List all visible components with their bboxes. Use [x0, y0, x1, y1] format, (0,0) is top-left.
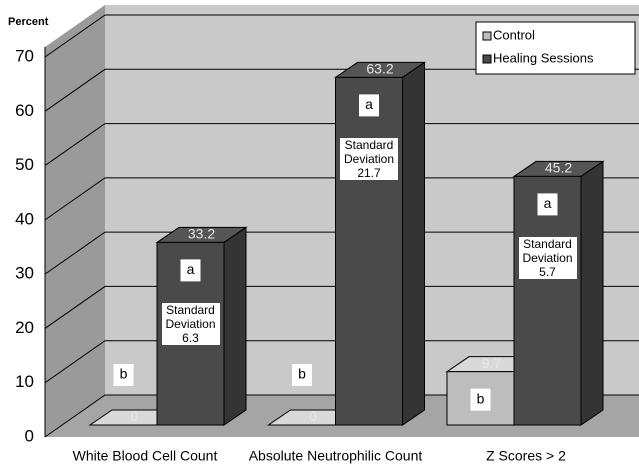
legend-label: Healing Sessions	[493, 50, 594, 65]
legend-swatch	[482, 31, 492, 41]
sd-label: Standard Deviation	[522, 237, 573, 266]
sd-box: Standard Deviation 5.7	[518, 237, 577, 280]
significance-letter: a	[187, 261, 195, 277]
y-tick-label: 40	[15, 209, 34, 228]
side-wall	[45, 5, 105, 437]
sd-label: Standard Deviation	[343, 138, 395, 167]
significance-letter: b	[120, 366, 128, 382]
bar-side	[402, 61, 425, 426]
x-tick-label: Absolute Neutrophilic Count	[249, 448, 423, 464]
y-tick-label: 30	[15, 264, 34, 283]
legend-swatch	[482, 54, 492, 64]
bar	[335, 76, 403, 426]
grid-line	[44, 123, 639, 166]
letter-box	[292, 364, 312, 386]
bar-side	[223, 226, 247, 426]
grid-line	[44, 177, 639, 221]
x-tick-label: White Blood Cell Count	[73, 448, 218, 464]
y-tick-label: 10	[15, 372, 34, 391]
sd-value: 5.7	[539, 265, 556, 280]
significance-letter: a	[365, 96, 373, 112]
value-label: 63.2	[366, 61, 393, 77]
value-label: 9.7	[482, 355, 502, 371]
grid-line	[44, 285, 639, 329]
letter-box	[180, 259, 201, 282]
bar-side	[580, 160, 604, 426]
letter-box	[113, 364, 134, 386]
letter-box	[359, 94, 379, 117]
y-tick-label: 50	[15, 155, 34, 174]
value-label: 0	[131, 408, 139, 424]
value-label: 45.2	[545, 160, 572, 176]
grid-line	[44, 14, 639, 58]
value-label: 0	[309, 408, 317, 424]
y-tick-label: 0	[25, 426, 34, 445]
legend-label: Control	[493, 27, 535, 42]
y-tick-label: 60	[15, 101, 34, 120]
bar	[513, 175, 582, 426]
significance-letter: a	[544, 195, 552, 211]
y-tick-label: 70	[15, 46, 34, 65]
grid-line	[44, 231, 639, 275]
sd-box: Standard Deviation 6.3	[161, 303, 220, 346]
letter-box	[537, 193, 558, 216]
significance-letter: b	[298, 366, 306, 382]
y-tick-label: 20	[15, 318, 34, 337]
sd-value: 6.3	[182, 331, 199, 346]
value-label: 33.2	[188, 226, 215, 242]
sd-box: Standard Deviation 21.7	[340, 138, 398, 181]
x-tick-label: Z Scores > 2	[486, 448, 566, 464]
sd-label: Standard Deviation	[165, 303, 216, 332]
grid-line	[44, 68, 639, 112]
letter-box	[470, 388, 491, 411]
legend	[475, 21, 636, 75]
significance-letter: b	[477, 390, 485, 406]
y-axis-label: Percent	[8, 16, 49, 28]
grid-line	[44, 340, 639, 384]
sd-value: 21.7	[357, 166, 381, 181]
